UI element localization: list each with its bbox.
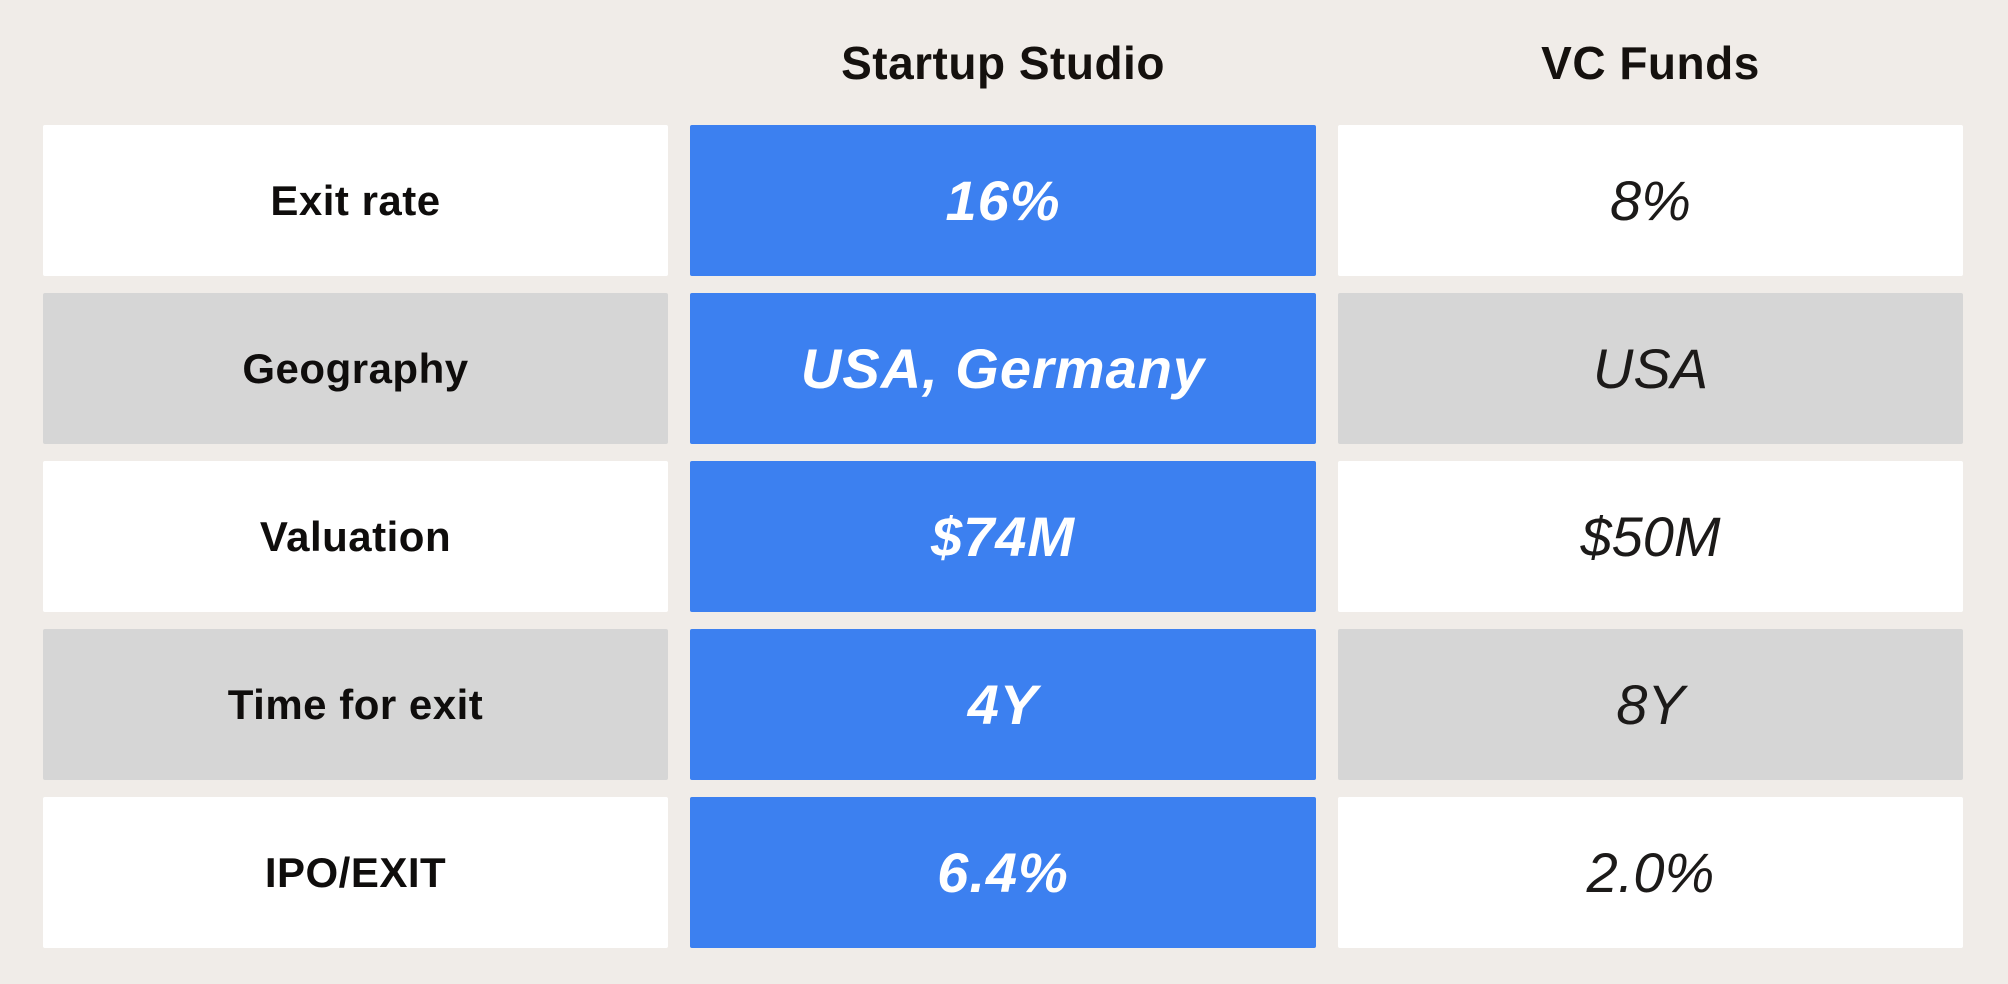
column-header-vc-funds: VC Funds bbox=[1541, 36, 1760, 89]
vc-value-cell: 2.0% bbox=[1338, 797, 1963, 948]
studio-value-cell: 6.4% bbox=[690, 797, 1316, 948]
studio-value-cell: 16% bbox=[690, 125, 1316, 276]
table-row-time-for-exit: Time for exit 4Y 8Y bbox=[43, 629, 1963, 780]
vc-value-cell: $50M bbox=[1338, 461, 1963, 612]
row-label: Geography bbox=[43, 293, 668, 444]
vc-value-cell: 8% bbox=[1338, 125, 1963, 276]
row-label: Valuation bbox=[43, 461, 668, 612]
row-label: Exit rate bbox=[43, 125, 668, 276]
table-row-geography: Geography USA, Germany USA bbox=[43, 293, 1963, 444]
table-row-valuation: Valuation $74M $50M bbox=[43, 461, 1963, 612]
row-label: IPO/EXIT bbox=[43, 797, 668, 948]
vc-value-cell: USA bbox=[1338, 293, 1963, 444]
studio-value-cell: $74M bbox=[690, 461, 1316, 612]
table-row-ipo-exit: IPO/EXIT 6.4% 2.0% bbox=[43, 797, 1963, 948]
table-header: Startup Studio VC Funds bbox=[43, 0, 1963, 125]
row-label: Time for exit bbox=[43, 629, 668, 780]
header-spacer bbox=[43, 0, 668, 125]
studio-value-cell: 4Y bbox=[690, 629, 1316, 780]
studio-value-cell: USA, Germany bbox=[690, 293, 1316, 444]
column-header-startup-studio: Startup Studio bbox=[841, 36, 1165, 89]
vc-value-cell: 8Y bbox=[1338, 629, 1963, 780]
table-row-exit-rate: Exit rate 16% 8% bbox=[43, 125, 1963, 276]
